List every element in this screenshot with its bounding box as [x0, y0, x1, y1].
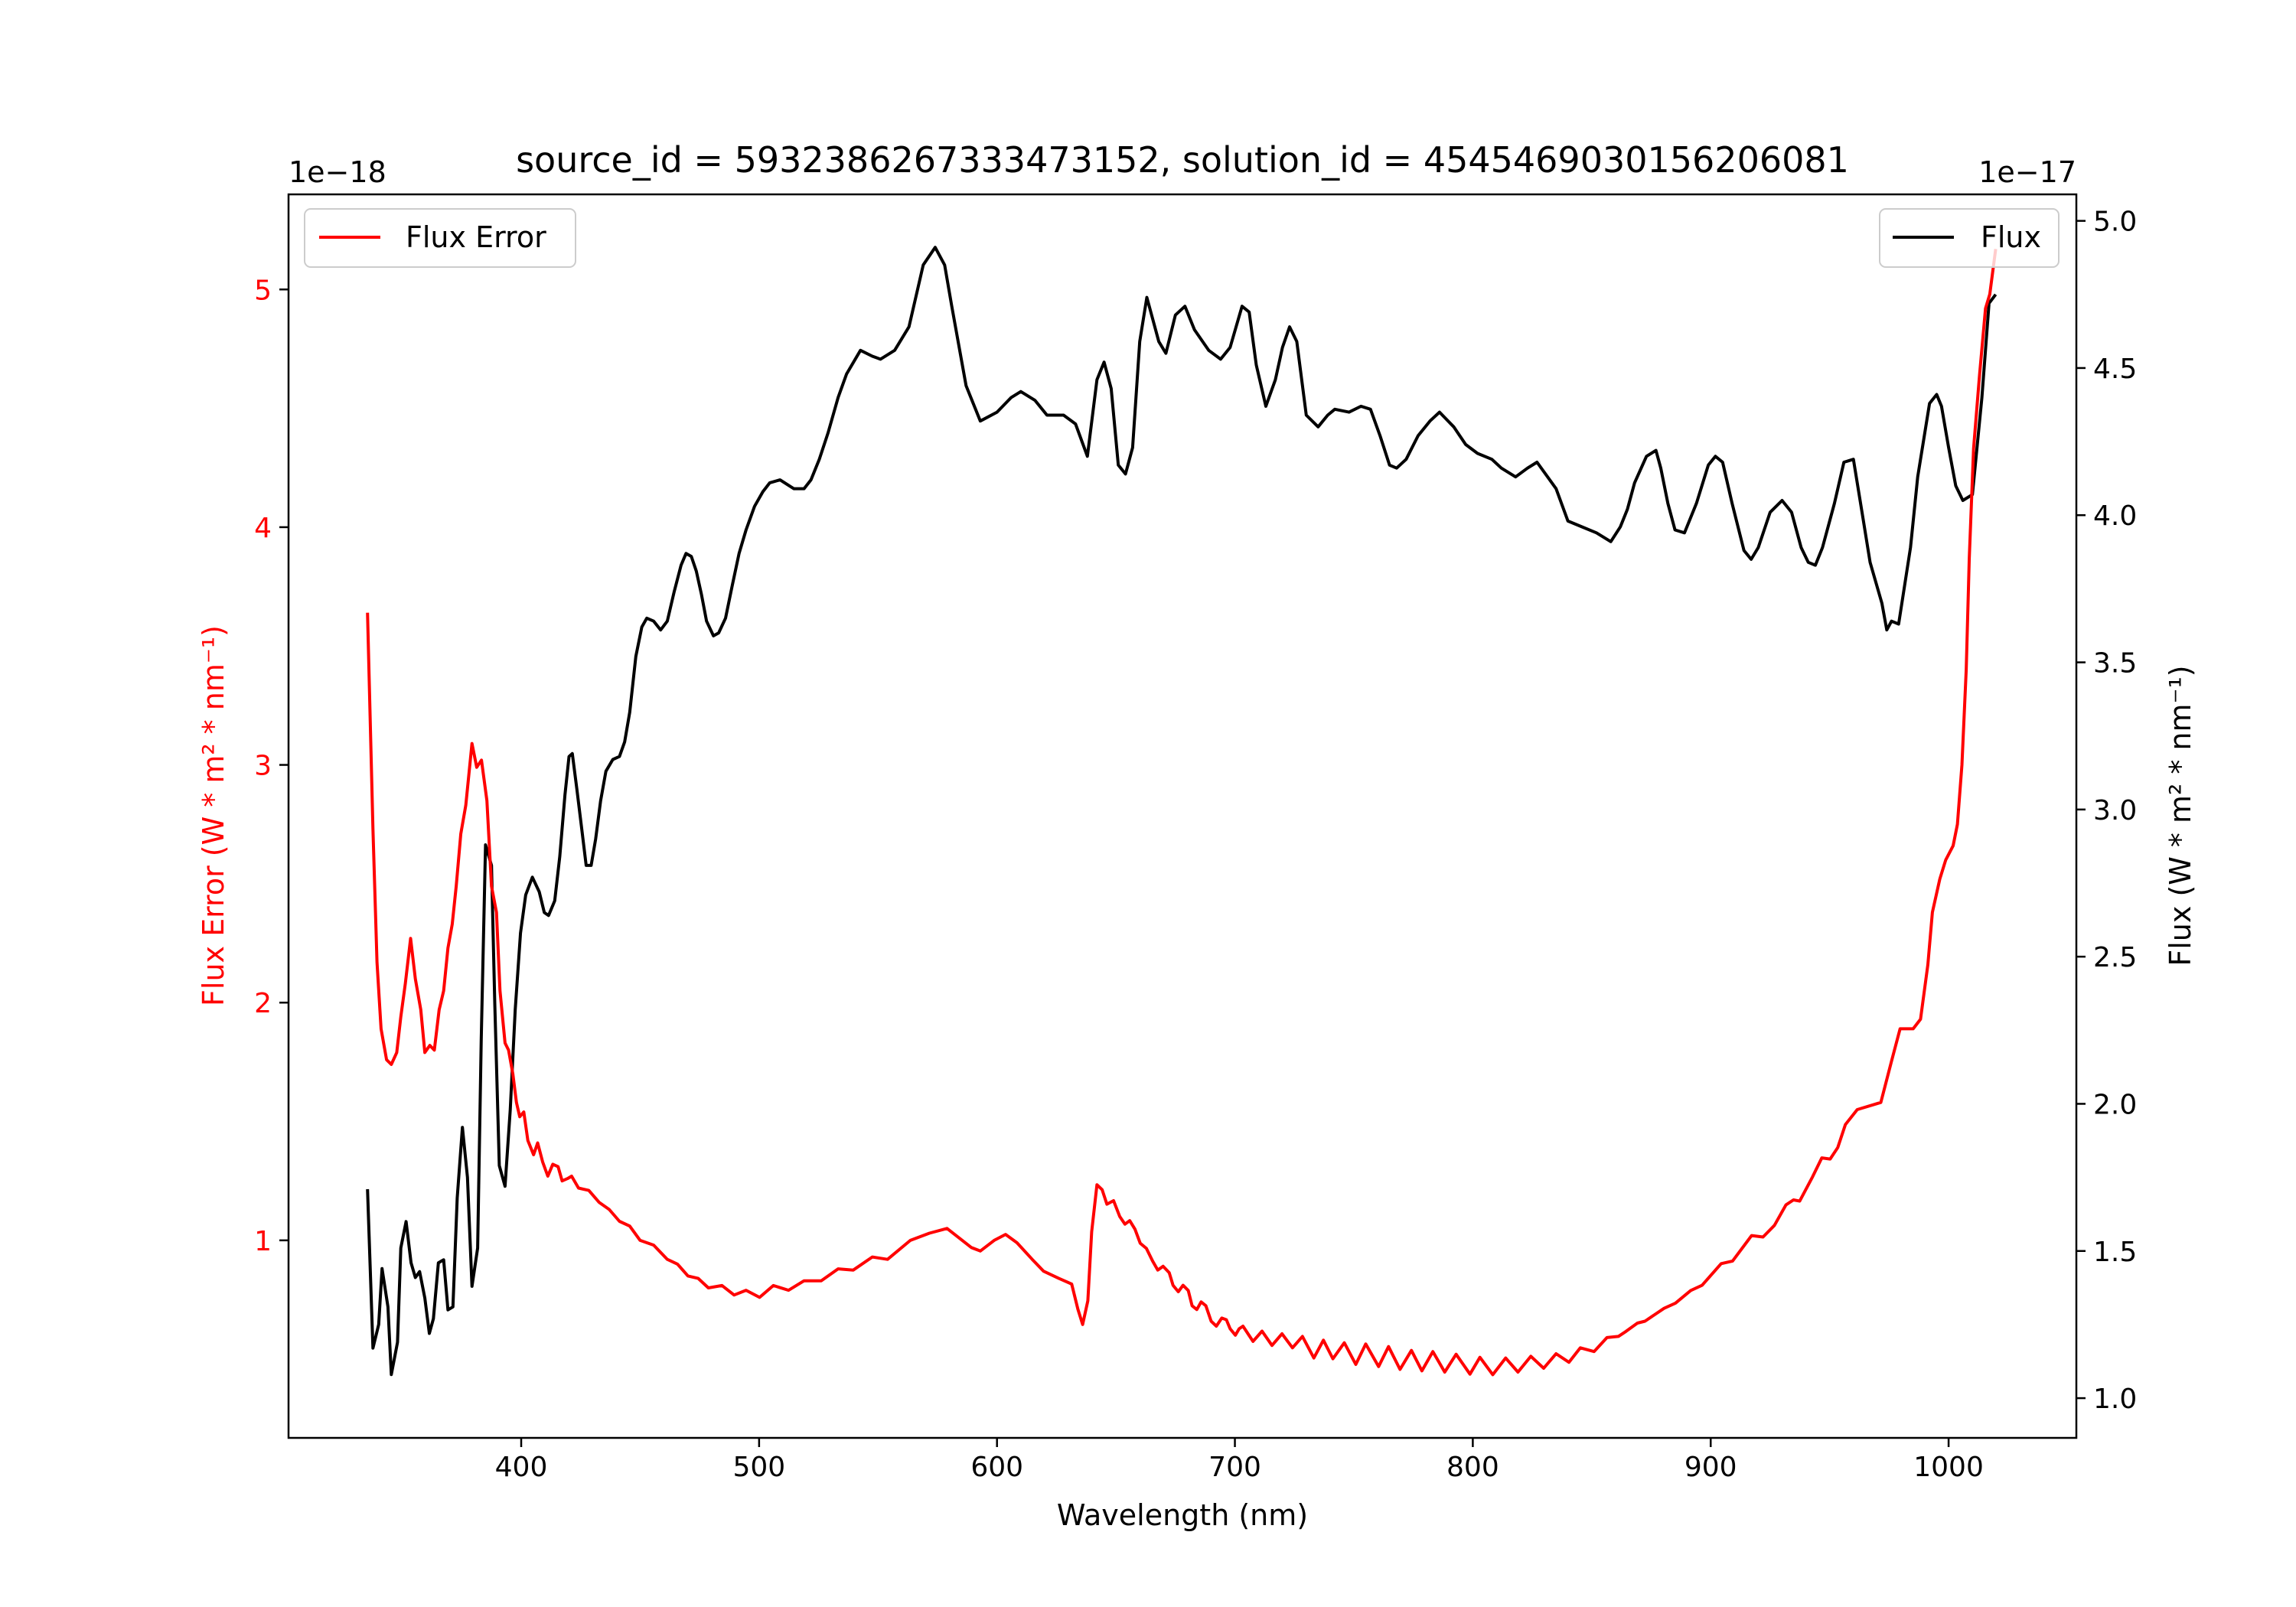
- right-y-tick-label: 1.0: [2093, 1384, 2137, 1415]
- axes-frame: [287, 193, 2078, 1439]
- right-y-tick-label: 5.0: [2093, 207, 2137, 238]
- legend-box: [304, 208, 576, 268]
- x-axis-label: Wavelength (nm): [1057, 1498, 1308, 1532]
- x-tick-label: 1000: [1913, 1452, 1984, 1483]
- legend-label-flux: Flux: [1981, 220, 2041, 254]
- right-y-tick-label: 3.0: [2093, 795, 2137, 826]
- right-y-axis-label: Flux (W * m² * nm⁻¹): [2164, 665, 2197, 966]
- series-line-flux: [366, 246, 1998, 1377]
- x-tick-label: 800: [1446, 1452, 1499, 1483]
- left-y-tick-label: 4: [254, 513, 272, 544]
- legend-flux-error: Flux Error: [304, 208, 576, 268]
- x-tick-label: 400: [495, 1452, 548, 1483]
- right-y-tick-label: 3.5: [2093, 648, 2137, 680]
- left-axis-offset: 1e−18: [289, 155, 386, 189]
- series-line-flux-error: [366, 249, 1998, 1377]
- right-y-tick-label: 2.0: [2093, 1089, 2137, 1120]
- left-y-tick-label: 2: [254, 988, 272, 1019]
- legend-box: [1879, 208, 2060, 268]
- chart-title: source_id = 5932386267333473152, solutio…: [516, 139, 1849, 181]
- x-tick-label: 500: [732, 1452, 785, 1483]
- legend-label-flux-error: Flux Error: [406, 220, 546, 254]
- right-y-tick-label: 4.0: [2093, 500, 2137, 532]
- left-y-tick-label: 3: [254, 751, 272, 782]
- x-tick-label: 700: [1208, 1452, 1261, 1483]
- right-y-tick-label: 1.5: [2093, 1237, 2137, 1268]
- axis-ticks: 400 500 600 700 800 900 1000 1 2 3 4 5 1.0 1.5 2.0 2.5 3…: [254, 207, 2137, 1483]
- left-y-axis-label: Flux Error (W * m² * nm⁻¹): [197, 625, 230, 1006]
- left-y-tick-label: 5: [254, 275, 272, 306]
- x-tick-label: 600: [970, 1452, 1023, 1483]
- right-y-tick-label: 4.5: [2093, 354, 2137, 385]
- right-y-tick-label: 2.5: [2093, 942, 2137, 973]
- plot-area: [366, 246, 1998, 1377]
- right-axis-offset: 1e−17: [1978, 155, 2076, 189]
- x-tick-label: 900: [1684, 1452, 1737, 1483]
- left-y-tick-label: 1: [254, 1226, 272, 1257]
- legend-flux: Flux: [1879, 208, 2060, 268]
